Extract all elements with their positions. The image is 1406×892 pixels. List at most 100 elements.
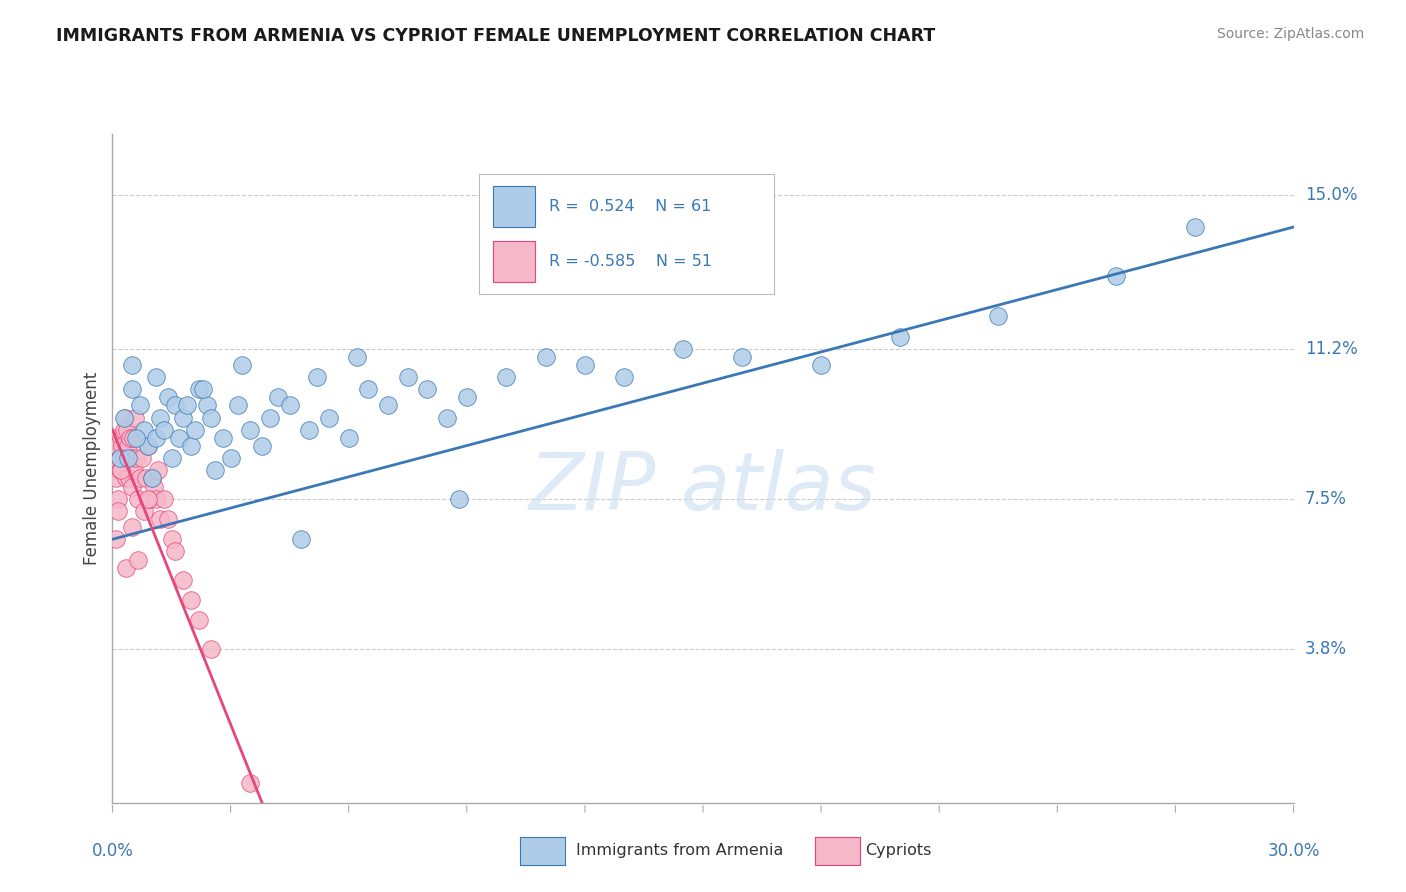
Point <box>574 358 596 372</box>
Point <box>231 358 253 372</box>
Point <box>104 533 127 547</box>
Point <box>149 512 172 526</box>
Point <box>176 399 198 413</box>
Point <box>136 439 159 453</box>
Point <box>346 350 368 364</box>
Point <box>318 410 340 425</box>
Text: 7.5%: 7.5% <box>1305 490 1347 508</box>
Point <box>135 471 157 485</box>
Y-axis label: Female Unemployment: Female Unemployment <box>83 372 101 565</box>
Point <box>105 471 128 485</box>
Point <box>337 431 360 445</box>
Point <box>165 544 187 558</box>
Point <box>127 552 149 566</box>
Point <box>107 504 129 518</box>
Point <box>122 431 145 445</box>
Text: R = -0.585    N = 51: R = -0.585 N = 51 <box>550 254 713 269</box>
Point <box>107 491 129 506</box>
Point <box>145 431 167 445</box>
Point <box>127 491 149 506</box>
Point <box>145 491 167 506</box>
Point <box>110 463 132 477</box>
Point <box>250 439 273 453</box>
Point <box>115 560 138 574</box>
Point <box>495 370 517 384</box>
Point <box>121 358 143 372</box>
Point <box>180 439 202 453</box>
Point <box>1105 268 1128 283</box>
Text: 3.8%: 3.8% <box>1305 640 1347 657</box>
Point <box>396 370 419 384</box>
Point <box>188 613 211 627</box>
Point <box>132 423 155 437</box>
Point <box>103 451 125 466</box>
Point <box>136 439 159 453</box>
Text: 11.2%: 11.2% <box>1305 340 1357 358</box>
Point <box>711 248 734 262</box>
Point <box>188 382 211 396</box>
Point <box>219 451 242 466</box>
Point <box>110 431 132 445</box>
Point <box>211 431 233 445</box>
Point <box>125 451 148 466</box>
Point <box>156 390 179 404</box>
Point <box>534 350 557 364</box>
Point <box>146 463 169 477</box>
Point <box>613 370 636 384</box>
Point <box>278 399 301 413</box>
Point <box>110 463 132 477</box>
Point <box>152 423 174 437</box>
Point <box>129 471 152 485</box>
Point <box>114 410 136 425</box>
Point <box>120 431 142 445</box>
Point <box>267 390 290 404</box>
Point <box>228 399 250 413</box>
Point <box>169 431 191 445</box>
Point <box>204 463 226 477</box>
Point <box>118 471 141 485</box>
Point <box>117 423 139 437</box>
Point <box>112 410 135 425</box>
Point <box>1184 220 1206 235</box>
Point <box>111 439 134 453</box>
Point <box>132 504 155 518</box>
Point <box>377 399 399 413</box>
Point <box>125 431 148 445</box>
Point <box>145 370 167 384</box>
Point <box>117 439 139 453</box>
Text: IMMIGRANTS FROM ARMENIA VS CYPRIOT FEMALE UNEMPLOYMENT CORRELATION CHART: IMMIGRANTS FROM ARMENIA VS CYPRIOT FEMAL… <box>56 27 935 45</box>
Point <box>987 310 1010 324</box>
Point <box>112 451 135 466</box>
Point <box>239 775 262 789</box>
Text: Source: ZipAtlas.com: Source: ZipAtlas.com <box>1216 27 1364 41</box>
Point <box>160 451 183 466</box>
Point <box>165 399 187 413</box>
Point <box>298 423 321 437</box>
Point <box>142 479 165 493</box>
Point <box>672 342 695 356</box>
Text: R =  0.524    N = 61: R = 0.524 N = 61 <box>550 199 711 214</box>
Point <box>239 423 262 437</box>
Point <box>447 491 470 506</box>
Point <box>141 471 163 485</box>
Point <box>136 491 159 506</box>
Text: ZIP atlas: ZIP atlas <box>529 450 877 527</box>
Point <box>152 491 174 506</box>
Point <box>124 410 146 425</box>
Point <box>149 410 172 425</box>
Point <box>731 350 754 364</box>
Bar <box>494 242 534 282</box>
Point <box>180 593 202 607</box>
Point <box>139 491 162 506</box>
Point <box>112 423 135 437</box>
Text: 0.0%: 0.0% <box>91 842 134 860</box>
Point <box>195 399 218 413</box>
Point <box>121 520 143 534</box>
Point <box>172 573 194 587</box>
Text: 15.0%: 15.0% <box>1305 186 1357 203</box>
Point <box>416 382 439 396</box>
Point <box>141 471 163 485</box>
Point <box>307 370 329 384</box>
Point <box>131 451 153 466</box>
Point <box>122 463 145 477</box>
